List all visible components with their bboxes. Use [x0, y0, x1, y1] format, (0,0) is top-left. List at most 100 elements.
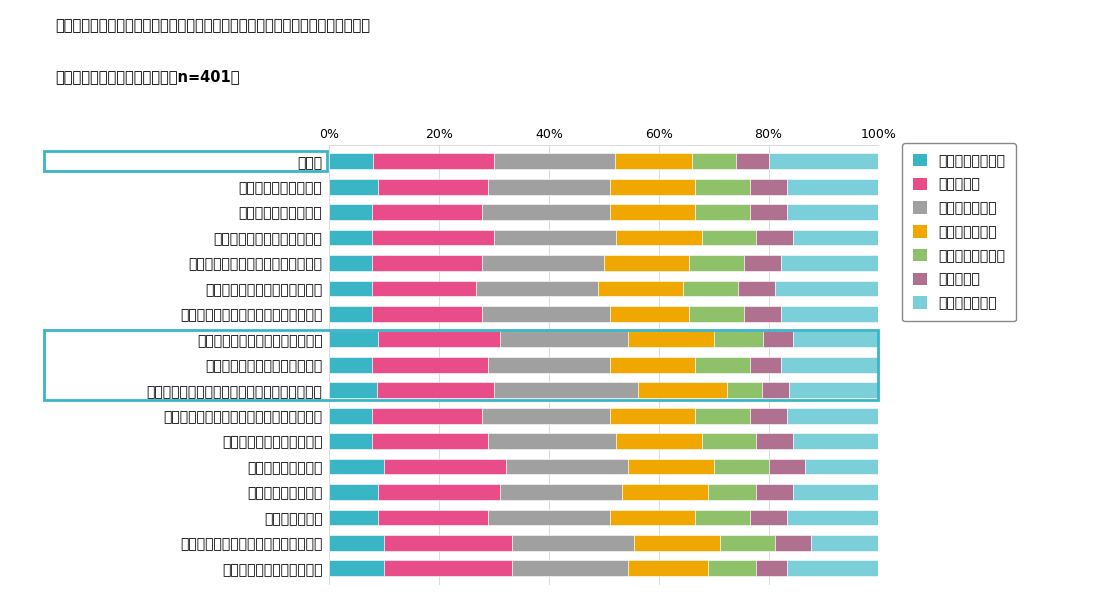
Bar [787, 560, 878, 576]
Bar [692, 153, 736, 169]
Bar [787, 510, 878, 525]
Bar [329, 484, 378, 500]
Bar [757, 484, 793, 500]
Bar [329, 382, 378, 398]
Bar [378, 510, 488, 525]
Bar [616, 434, 702, 449]
Bar [329, 408, 372, 423]
Bar [384, 535, 513, 551]
Bar [488, 434, 616, 449]
Bar [372, 255, 482, 271]
Bar [781, 306, 878, 322]
Bar [635, 535, 720, 551]
Bar [372, 230, 494, 245]
Bar [683, 280, 738, 296]
Bar [793, 230, 878, 245]
Bar [775, 280, 878, 296]
Bar [695, 510, 750, 525]
Bar [329, 255, 372, 271]
Bar [488, 357, 610, 373]
Bar [695, 179, 750, 195]
Text: 味の度合を答えてください。（n=401）: 味の度合を答えてください。（n=401） [55, 69, 239, 84]
Bar [378, 484, 501, 500]
Bar [757, 560, 787, 576]
Bar [793, 434, 878, 449]
Bar [623, 484, 707, 500]
Bar [793, 332, 878, 347]
Bar [610, 357, 695, 373]
Bar [501, 332, 628, 347]
Bar [513, 560, 628, 576]
Bar [638, 382, 728, 398]
Bar [373, 153, 494, 169]
Bar [781, 357, 878, 373]
Bar [372, 280, 475, 296]
Bar [329, 434, 372, 449]
Bar [615, 153, 692, 169]
Bar [793, 484, 878, 500]
Bar [329, 510, 378, 525]
Bar [604, 255, 690, 271]
Bar [384, 560, 513, 576]
Bar [628, 560, 707, 576]
Bar [494, 382, 638, 398]
Bar [757, 230, 793, 245]
Bar [714, 459, 769, 475]
Bar [750, 204, 787, 220]
Bar [329, 459, 384, 475]
Bar [714, 332, 762, 347]
Bar [513, 535, 635, 551]
Bar [695, 408, 750, 423]
Bar [690, 306, 744, 322]
Bar [482, 255, 604, 271]
Bar [811, 535, 878, 551]
Bar [695, 357, 750, 373]
Bar [329, 153, 373, 169]
Bar [787, 408, 878, 423]
Bar [597, 280, 683, 296]
Bar [329, 535, 384, 551]
Text: 以下の項目は東京都内郊外にある合宿型研修施設で体験可能なメニューです。兴: 以下の項目は東京都内郊外にある合宿型研修施設で体験可能なメニューです。兴 [55, 18, 370, 33]
Bar [488, 510, 610, 525]
Bar [384, 459, 506, 475]
Bar [690, 255, 744, 271]
Bar [482, 408, 610, 423]
Bar [372, 204, 482, 220]
Bar [750, 510, 787, 525]
Bar [805, 459, 878, 475]
Bar [707, 484, 757, 500]
Bar [787, 204, 878, 220]
Bar [501, 484, 623, 500]
Bar [728, 382, 762, 398]
Bar [744, 306, 781, 322]
Bar [329, 560, 384, 576]
Bar [482, 204, 610, 220]
Bar [475, 280, 597, 296]
Bar [695, 204, 750, 220]
Bar [482, 306, 610, 322]
Bar [769, 153, 878, 169]
Bar [736, 153, 769, 169]
Bar [610, 510, 695, 525]
Bar [329, 179, 378, 195]
Bar [329, 230, 372, 245]
Bar [757, 434, 793, 449]
Bar [775, 535, 811, 551]
Bar [762, 332, 793, 347]
Bar [506, 459, 628, 475]
Bar [378, 179, 488, 195]
Bar [372, 434, 488, 449]
Bar [329, 204, 372, 220]
Bar [789, 382, 878, 398]
Bar [378, 382, 494, 398]
Bar [610, 306, 690, 322]
Bar [610, 179, 695, 195]
Bar [702, 230, 757, 245]
Bar [750, 408, 787, 423]
Bar [616, 230, 702, 245]
Bar [372, 357, 488, 373]
Bar [329, 280, 372, 296]
Bar [488, 179, 610, 195]
Bar [610, 408, 695, 423]
Bar [628, 459, 714, 475]
